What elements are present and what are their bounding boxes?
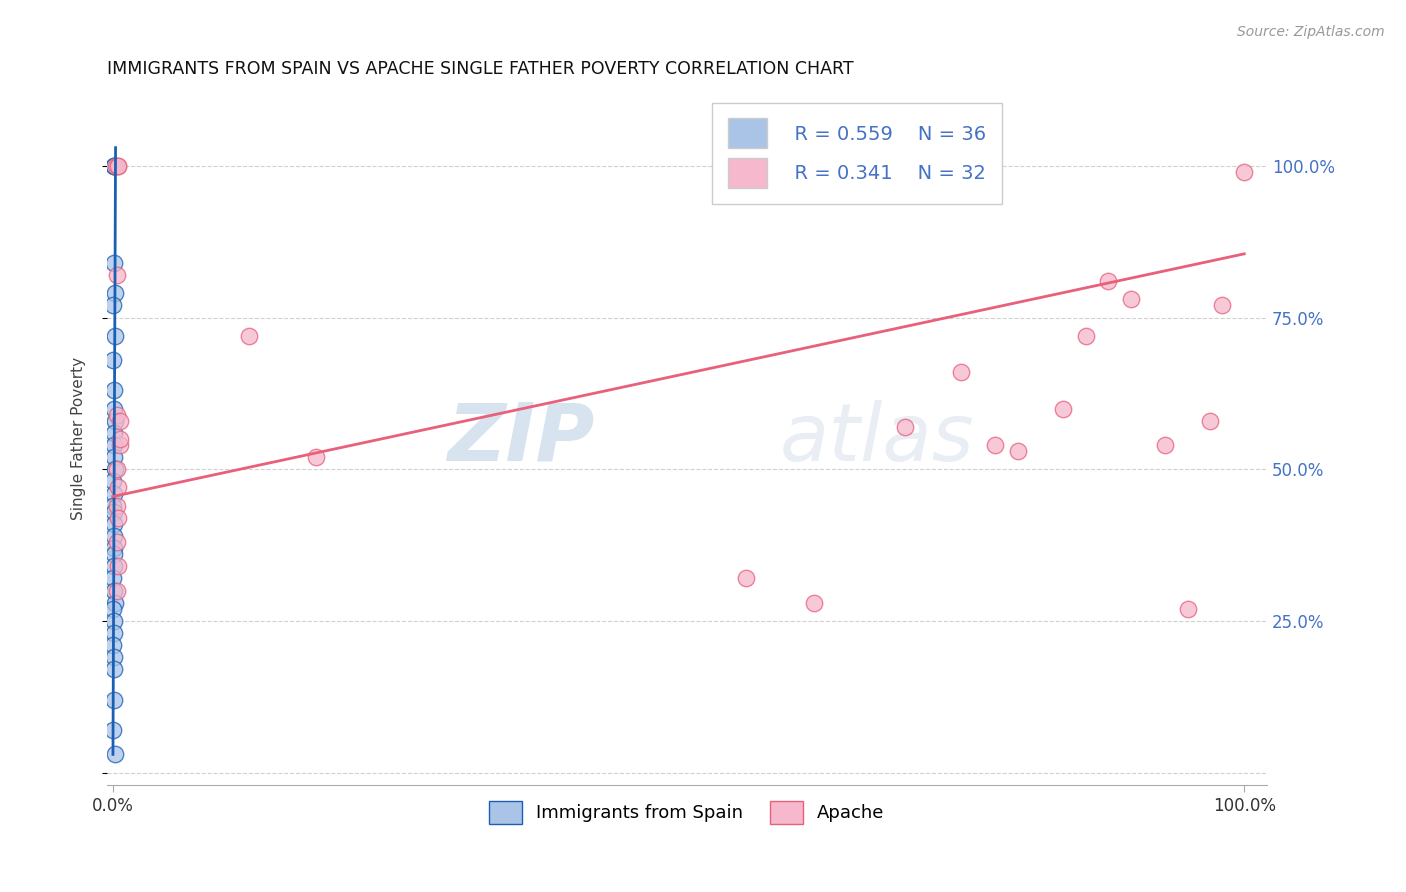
- Point: [107, 159, 129, 173]
- Point: [1074, 328, 1097, 343]
- Point: [107, 559, 129, 574]
- Point: [105, 159, 128, 173]
- Point: [105, 462, 128, 476]
- Point: [103, 638, 125, 652]
- Point: [103, 547, 125, 561]
- Point: [104, 286, 127, 301]
- Point: [103, 541, 125, 555]
- Point: [103, 256, 125, 270]
- Point: [103, 723, 125, 738]
- Point: [108, 432, 131, 446]
- Point: [950, 365, 973, 379]
- Point: [735, 571, 758, 585]
- Point: [103, 353, 125, 368]
- Point: [103, 499, 125, 513]
- Point: [103, 583, 125, 598]
- Y-axis label: Single Father Poverty: Single Father Poverty: [72, 358, 86, 520]
- Point: [103, 663, 125, 677]
- Point: [1177, 602, 1199, 616]
- Legend:   R = 0.559    N = 36,   R = 0.341    N = 32: R = 0.559 N = 36, R = 0.341 N = 32: [713, 103, 1002, 203]
- Point: [103, 159, 125, 173]
- Point: [894, 419, 917, 434]
- Point: [984, 438, 1007, 452]
- Point: [1233, 165, 1256, 179]
- Point: [1211, 298, 1233, 312]
- Point: [103, 450, 125, 464]
- Point: [103, 505, 125, 519]
- Point: [103, 159, 125, 173]
- Point: [107, 480, 129, 494]
- Point: [1007, 444, 1029, 458]
- Point: [103, 384, 125, 398]
- Point: [103, 486, 125, 500]
- Point: [105, 408, 128, 422]
- Point: [103, 516, 125, 531]
- Point: [103, 298, 125, 312]
- Point: [103, 401, 125, 416]
- Point: [1052, 401, 1074, 416]
- Point: [305, 450, 328, 464]
- Point: [803, 596, 825, 610]
- Point: [1097, 274, 1119, 288]
- Point: [103, 529, 125, 543]
- Point: [105, 535, 128, 549]
- Point: [104, 462, 127, 476]
- Point: [103, 614, 125, 628]
- Point: [1154, 438, 1177, 452]
- Point: [103, 650, 125, 665]
- Text: atlas: atlas: [780, 400, 974, 478]
- Text: IMMIGRANTS FROM SPAIN VS APACHE SINGLE FATHER POVERTY CORRELATION CHART: IMMIGRANTS FROM SPAIN VS APACHE SINGLE F…: [107, 60, 853, 78]
- Point: [108, 438, 131, 452]
- Point: [103, 559, 125, 574]
- Point: [1119, 293, 1142, 307]
- Point: [103, 438, 125, 452]
- Point: [103, 159, 125, 173]
- Point: [1199, 414, 1222, 428]
- Point: [238, 328, 260, 343]
- Point: [103, 425, 125, 440]
- Point: [105, 268, 128, 282]
- Point: [103, 693, 125, 707]
- Point: [103, 602, 125, 616]
- Point: [105, 499, 128, 513]
- Point: [107, 510, 129, 524]
- Point: [108, 414, 131, 428]
- Point: [103, 571, 125, 585]
- Text: ZIP: ZIP: [447, 400, 595, 478]
- Point: [105, 583, 128, 598]
- Point: [103, 626, 125, 640]
- Point: [107, 159, 129, 173]
- Point: [104, 328, 127, 343]
- Point: [104, 596, 127, 610]
- Point: [104, 747, 127, 762]
- Point: [103, 475, 125, 489]
- Text: Source: ZipAtlas.com: Source: ZipAtlas.com: [1237, 25, 1385, 39]
- Point: [103, 414, 125, 428]
